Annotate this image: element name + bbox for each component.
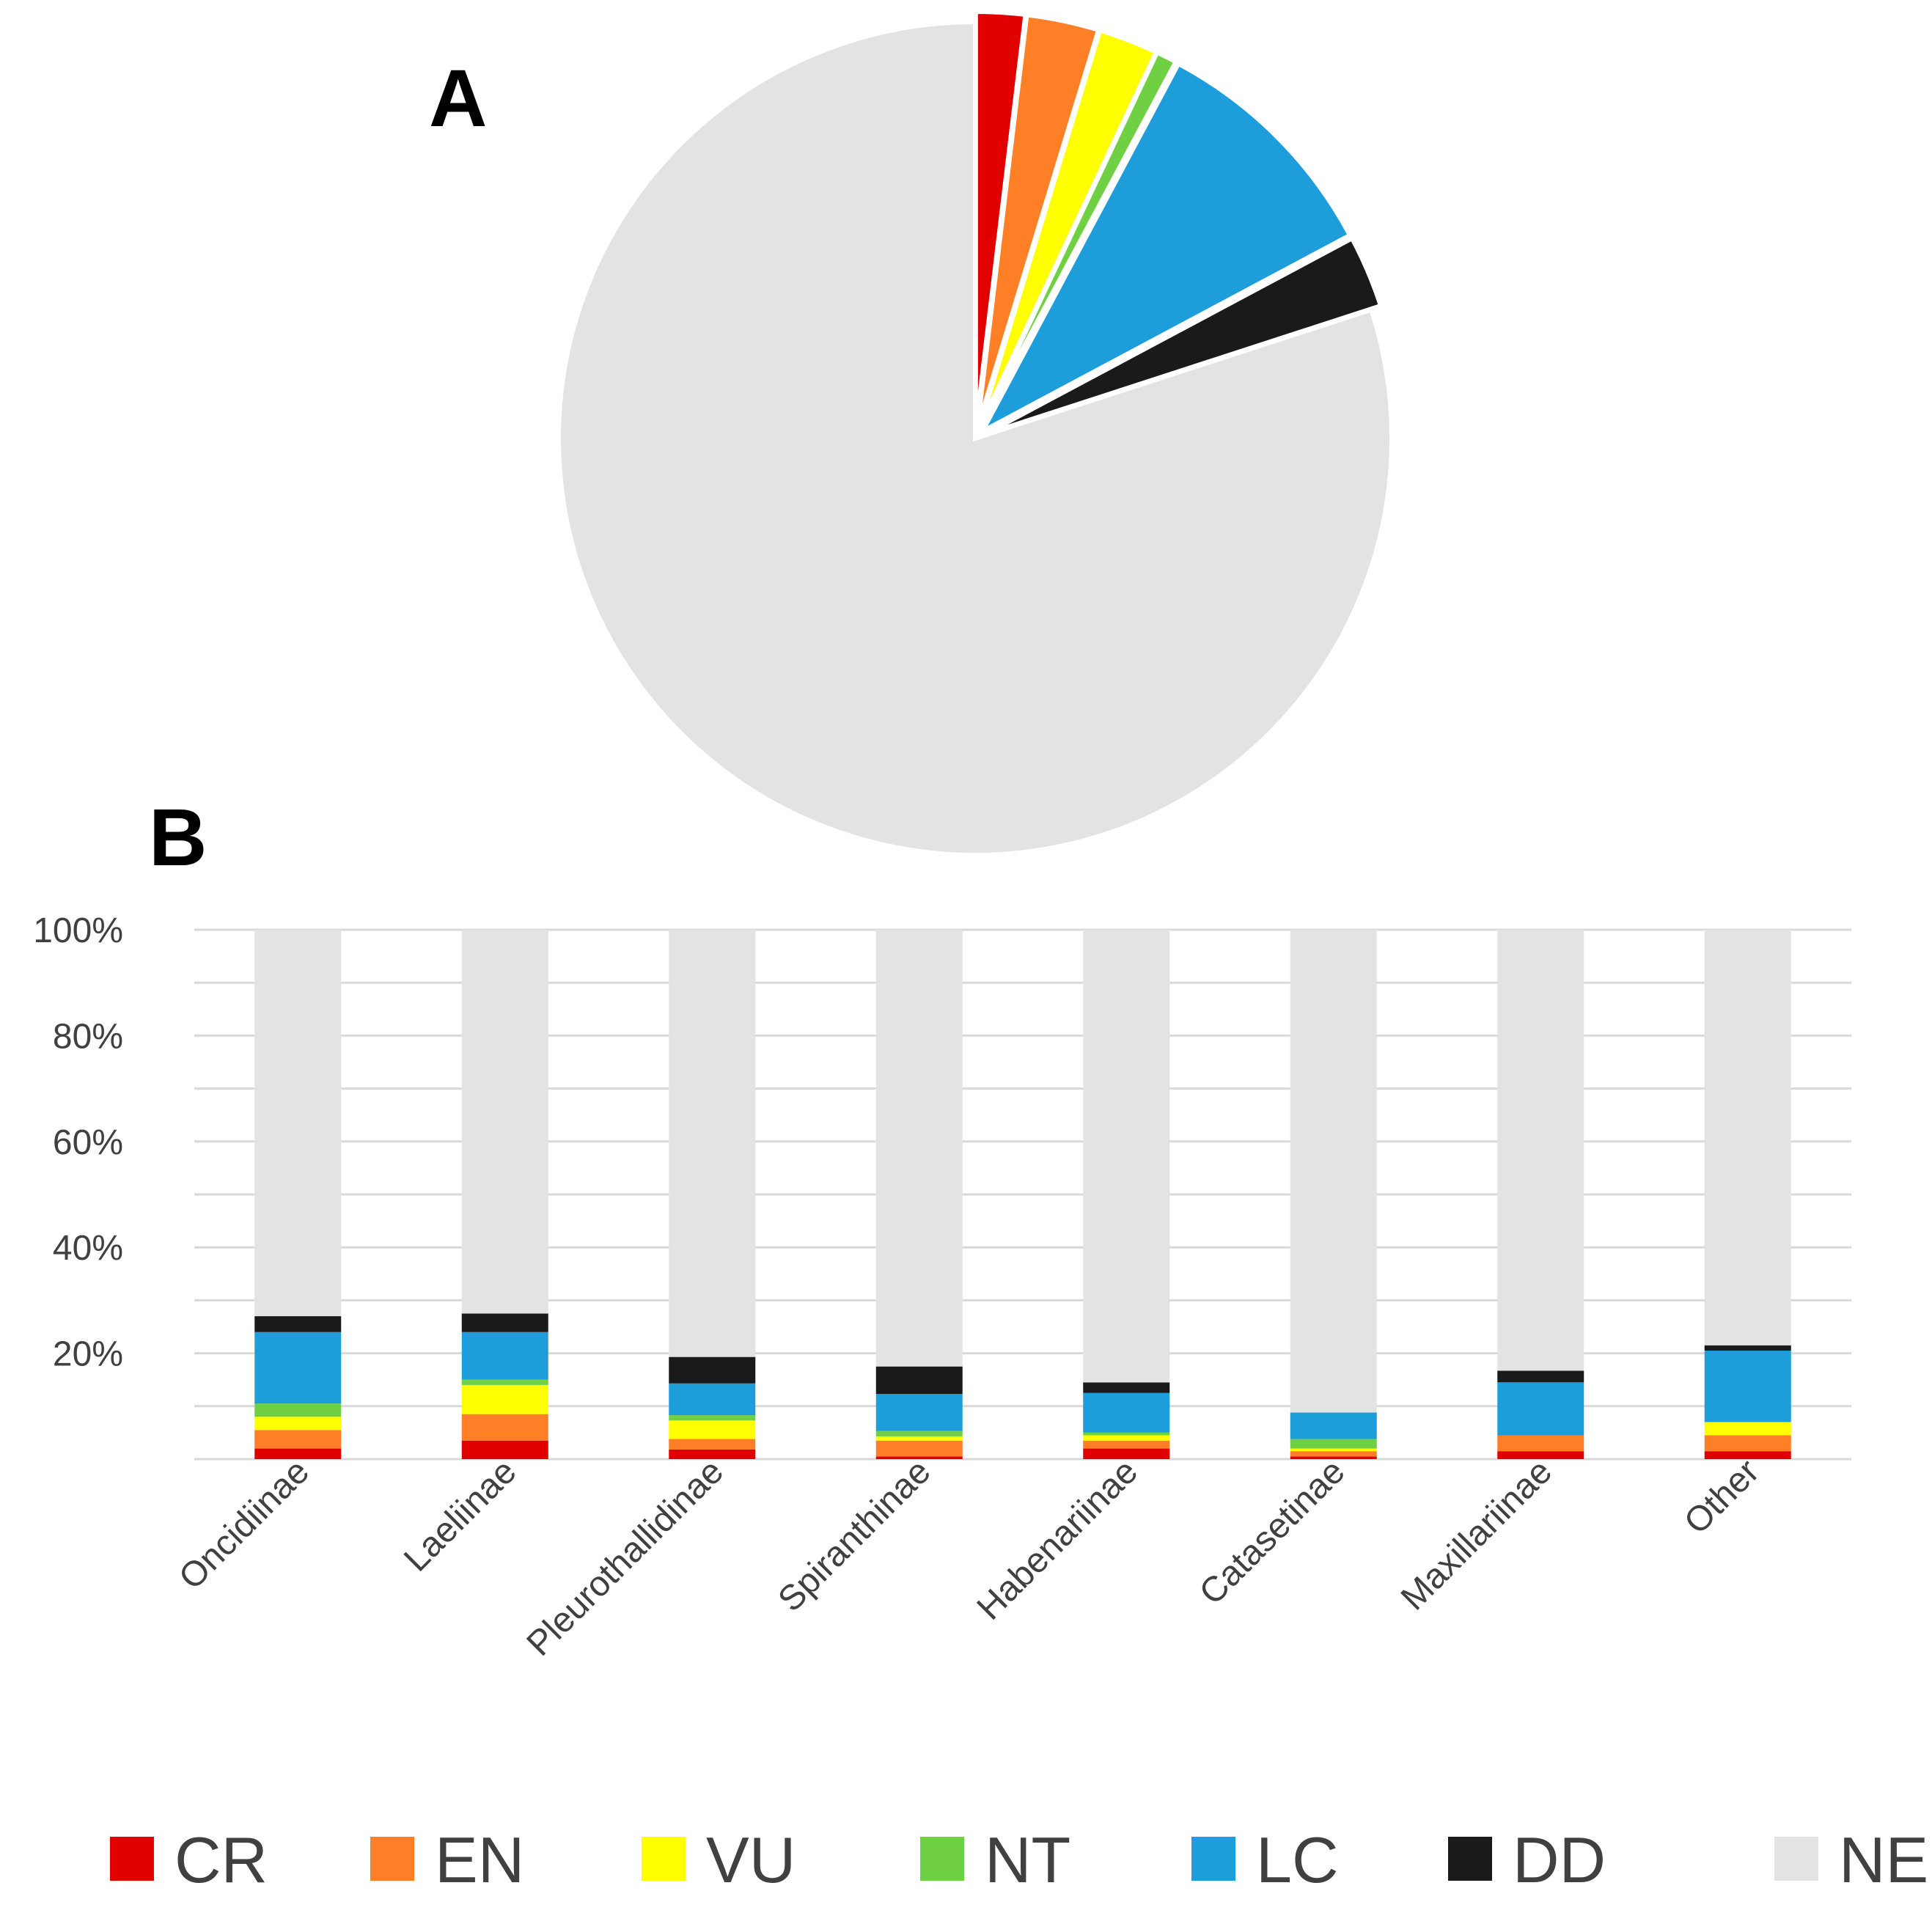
- y-tick-label: 40%: [53, 1229, 123, 1268]
- bar-segment-vu: [875, 1436, 963, 1441]
- bar-segment-en: [1290, 1451, 1377, 1457]
- legend-swatch-nt: [920, 1837, 964, 1881]
- bar-segment-lc: [1290, 1412, 1377, 1439]
- x-tick-label: Laeliinae: [397, 1452, 524, 1579]
- bar-segment-nt: [1290, 1439, 1377, 1449]
- bar-segment-dd: [875, 1366, 963, 1395]
- stacked-bar-chart: 100% 80% 60% 40% 20% Oncidiinae LaeliinaePleu…: [33, 911, 1851, 1664]
- x-tick-label: Maxillariinae: [1394, 1452, 1560, 1618]
- bar-segment-ne: [254, 930, 342, 1317]
- y-tick-label: 20%: [53, 1335, 123, 1374]
- x-tick-label: Pleurothallidinae: [520, 1452, 731, 1663]
- bars: [254, 930, 1791, 1459]
- bar-segment-lc: [875, 1394, 963, 1431]
- bar-segment-cr: [1704, 1451, 1791, 1459]
- bar-segment-vu: [1290, 1448, 1377, 1452]
- legend: CR EN VU NT LC DD NE: [110, 1824, 1928, 1896]
- legend-label-dd: DD: [1513, 1824, 1606, 1896]
- gridlines: [194, 928, 1851, 1461]
- bar-segment-dd: [254, 1316, 342, 1332]
- bar-segment-lc: [669, 1383, 756, 1416]
- bar-segment-ne: [1083, 930, 1170, 1383]
- x-tick-label: Other: [1677, 1452, 1766, 1541]
- legend-label-cr: CR: [175, 1824, 268, 1896]
- bar-segment-lc: [1497, 1382, 1584, 1436]
- legend-swatch-lc: [1191, 1837, 1235, 1881]
- bar-segment-dd: [1497, 1370, 1584, 1383]
- bar-segment-ne: [1290, 930, 1377, 1413]
- bar-segment-nt: [461, 1379, 548, 1385]
- bar-segment-lc: [461, 1332, 548, 1380]
- x-tick-label: Spiranthinae: [771, 1452, 938, 1619]
- bar-segment-en: [1704, 1435, 1791, 1452]
- bar-segment-ne: [875, 930, 963, 1367]
- y-tick-label: 60%: [53, 1123, 123, 1162]
- panel-label-b: B: [149, 793, 207, 883]
- bar-segment-en: [1497, 1435, 1584, 1452]
- pie-chart: [557, 10, 1394, 857]
- bar-segment-cr: [669, 1450, 756, 1459]
- bar-segment-en: [875, 1440, 963, 1457]
- x-tick-label: Catasetinae: [1192, 1452, 1353, 1612]
- bar-segment-vu: [1083, 1435, 1170, 1441]
- panel-label-a: A: [429, 54, 487, 144]
- bar-segment-lc: [254, 1332, 342, 1404]
- legend-swatch-cr: [110, 1837, 154, 1881]
- legend-label-ne: NE: [1839, 1824, 1928, 1896]
- legend-swatch-en: [370, 1837, 414, 1881]
- y-tick-label: 100%: [33, 911, 123, 950]
- bar-segment-nt: [1083, 1432, 1170, 1436]
- bar-segment-cr: [1497, 1451, 1584, 1459]
- bar-segment-dd: [461, 1313, 548, 1332]
- bar-segment-en: [1083, 1440, 1170, 1449]
- bar-segment-vu: [1704, 1422, 1791, 1436]
- bar-segment-vu: [254, 1417, 342, 1431]
- y-tick-label: 80%: [53, 1017, 123, 1056]
- legend-label-en: EN: [435, 1824, 524, 1896]
- bar-segment-ne: [1704, 930, 1791, 1345]
- bar-segment-dd: [669, 1356, 756, 1384]
- bar-segment-ne: [461, 930, 548, 1314]
- legend-swatch-vu: [642, 1837, 686, 1881]
- pie-slice-lc: [977, 60, 1353, 437]
- x-tick-label: Oncidiinae: [172, 1452, 317, 1597]
- bar-segment-nt: [669, 1415, 756, 1421]
- bar-segment-ne: [1497, 930, 1584, 1371]
- legend-swatch-ne: [1774, 1837, 1818, 1881]
- bar-segment-vu: [461, 1384, 548, 1414]
- bar-segment-nt: [875, 1431, 963, 1436]
- bar-segment-cr: [875, 1456, 963, 1459]
- legend-label-nt: NT: [985, 1824, 1070, 1896]
- y-axis: 100% 80% 60% 40% 20%: [33, 911, 123, 1374]
- bar-segment-lc: [1083, 1392, 1170, 1433]
- bar-segment-en: [254, 1430, 342, 1449]
- bar-segment-cr: [1290, 1456, 1377, 1459]
- bar-segment-en: [461, 1414, 548, 1441]
- bar-segment-vu: [669, 1420, 756, 1439]
- bar-segment-en: [669, 1439, 756, 1450]
- pie-slice-nt: [977, 49, 1179, 430]
- x-tick-label: Habenariinae: [970, 1452, 1145, 1627]
- legend-label-lc: LC: [1256, 1824, 1339, 1896]
- bar-segment-cr: [254, 1448, 342, 1459]
- bar-segment-cr: [1083, 1448, 1170, 1459]
- bar-segment-cr: [461, 1440, 548, 1459]
- bar-segment-dd: [1704, 1345, 1791, 1351]
- bar-segment-lc: [1704, 1350, 1791, 1422]
- pie-slice-dd: [983, 235, 1384, 437]
- bar-segment-nt: [254, 1403, 342, 1417]
- bar-segment-ne: [669, 930, 756, 1357]
- legend-label-vu: VU: [706, 1824, 796, 1896]
- legend-swatch-dd: [1448, 1837, 1492, 1881]
- bar-segment-dd: [1083, 1382, 1170, 1393]
- pie-slice-ne: [557, 19, 1394, 857]
